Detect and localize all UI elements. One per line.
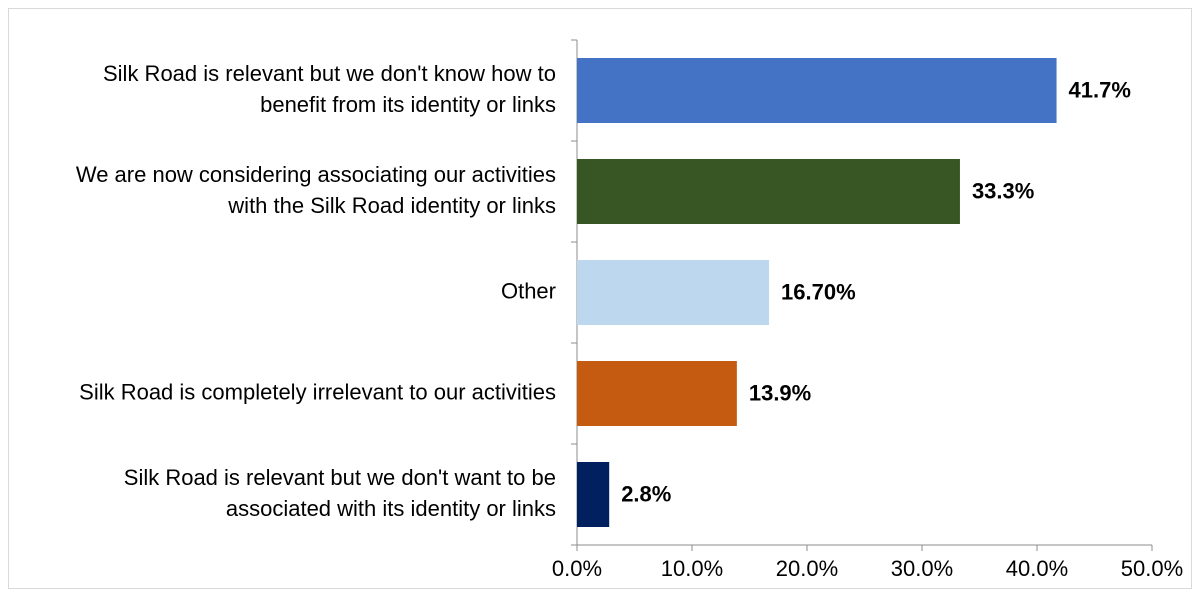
bar [577, 361, 737, 426]
x-tick-label: 30.0% [891, 556, 953, 581]
chart-category-labels: Silk Road is relevant but we don't know … [76, 61, 556, 521]
x-tick-label: 10.0% [661, 556, 723, 581]
data-label: 13.9% [749, 380, 811, 405]
data-label: 2.8% [621, 481, 671, 506]
bar [577, 159, 960, 224]
category-label: Silk Road is relevant but we don't know … [103, 61, 556, 117]
x-tick-label: 40.0% [1006, 556, 1068, 581]
category-label: Other [501, 278, 556, 303]
data-label: 16.70% [781, 279, 856, 304]
category-label: Silk Road is completely irrelevant to ou… [79, 379, 556, 404]
bar [577, 58, 1057, 123]
bar [577, 260, 770, 325]
chart-bars [577, 58, 1057, 527]
x-tick-label: 20.0% [776, 556, 838, 581]
bar [577, 462, 610, 527]
chart-data-labels: 41.7% 33.3% 16.70% 13.9% 2.8% [621, 77, 1131, 506]
x-tick-label: 0.0% [552, 556, 602, 581]
x-tick-label: 50.0% [1121, 556, 1183, 581]
category-label: Silk Road is relevant but we don't want … [124, 465, 556, 521]
data-label: 41.7% [1069, 77, 1131, 102]
chart-x-ticks: 0.0% 10.0% 20.0% 30.0% 40.0% 50.0% [552, 545, 1183, 581]
data-label: 33.3% [972, 178, 1034, 203]
category-label: We are now considering associating our a… [76, 162, 556, 218]
